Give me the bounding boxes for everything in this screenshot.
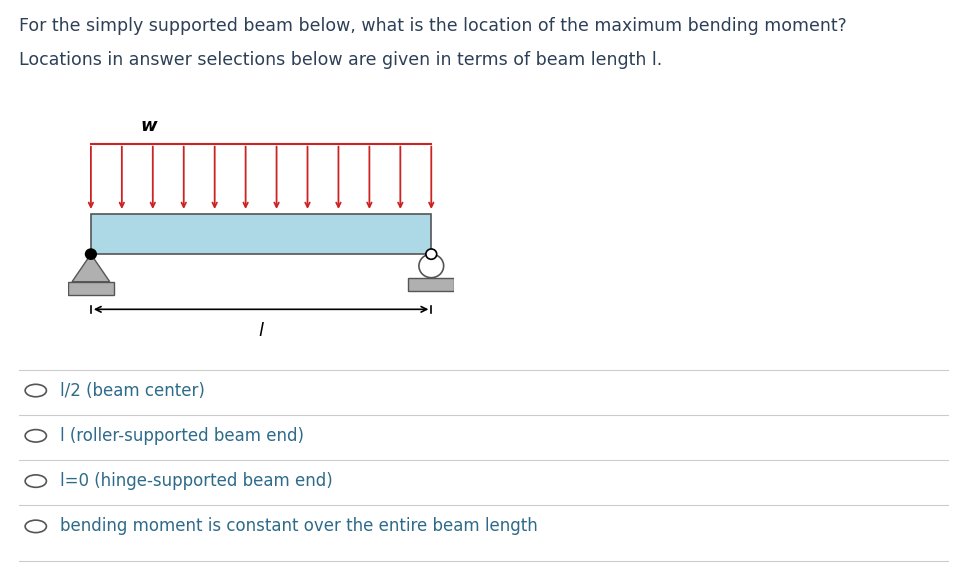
Bar [91, 214, 431, 254]
Text: l: l [258, 322, 264, 340]
Text: l=0 (hinge-supported beam end): l=0 (hinge-supported beam end) [60, 472, 333, 490]
Text: w: w [140, 117, 158, 135]
Circle shape [425, 249, 437, 259]
Bar [408, 278, 454, 290]
Text: For the simply supported beam below, what is the location of the maximum bending: For the simply supported beam below, wha… [19, 17, 847, 35]
Bar [68, 282, 114, 294]
Text: Locations in answer selections below are given in terms of beam length l.: Locations in answer selections below are… [19, 51, 662, 69]
Text: bending moment is constant over the entire beam length: bending moment is constant over the enti… [60, 517, 538, 535]
Text: l/2 (beam center): l/2 (beam center) [60, 381, 205, 400]
Circle shape [419, 254, 444, 278]
Polygon shape [73, 254, 110, 282]
Text: l (roller-supported beam end): l (roller-supported beam end) [60, 427, 304, 445]
Circle shape [85, 249, 97, 259]
